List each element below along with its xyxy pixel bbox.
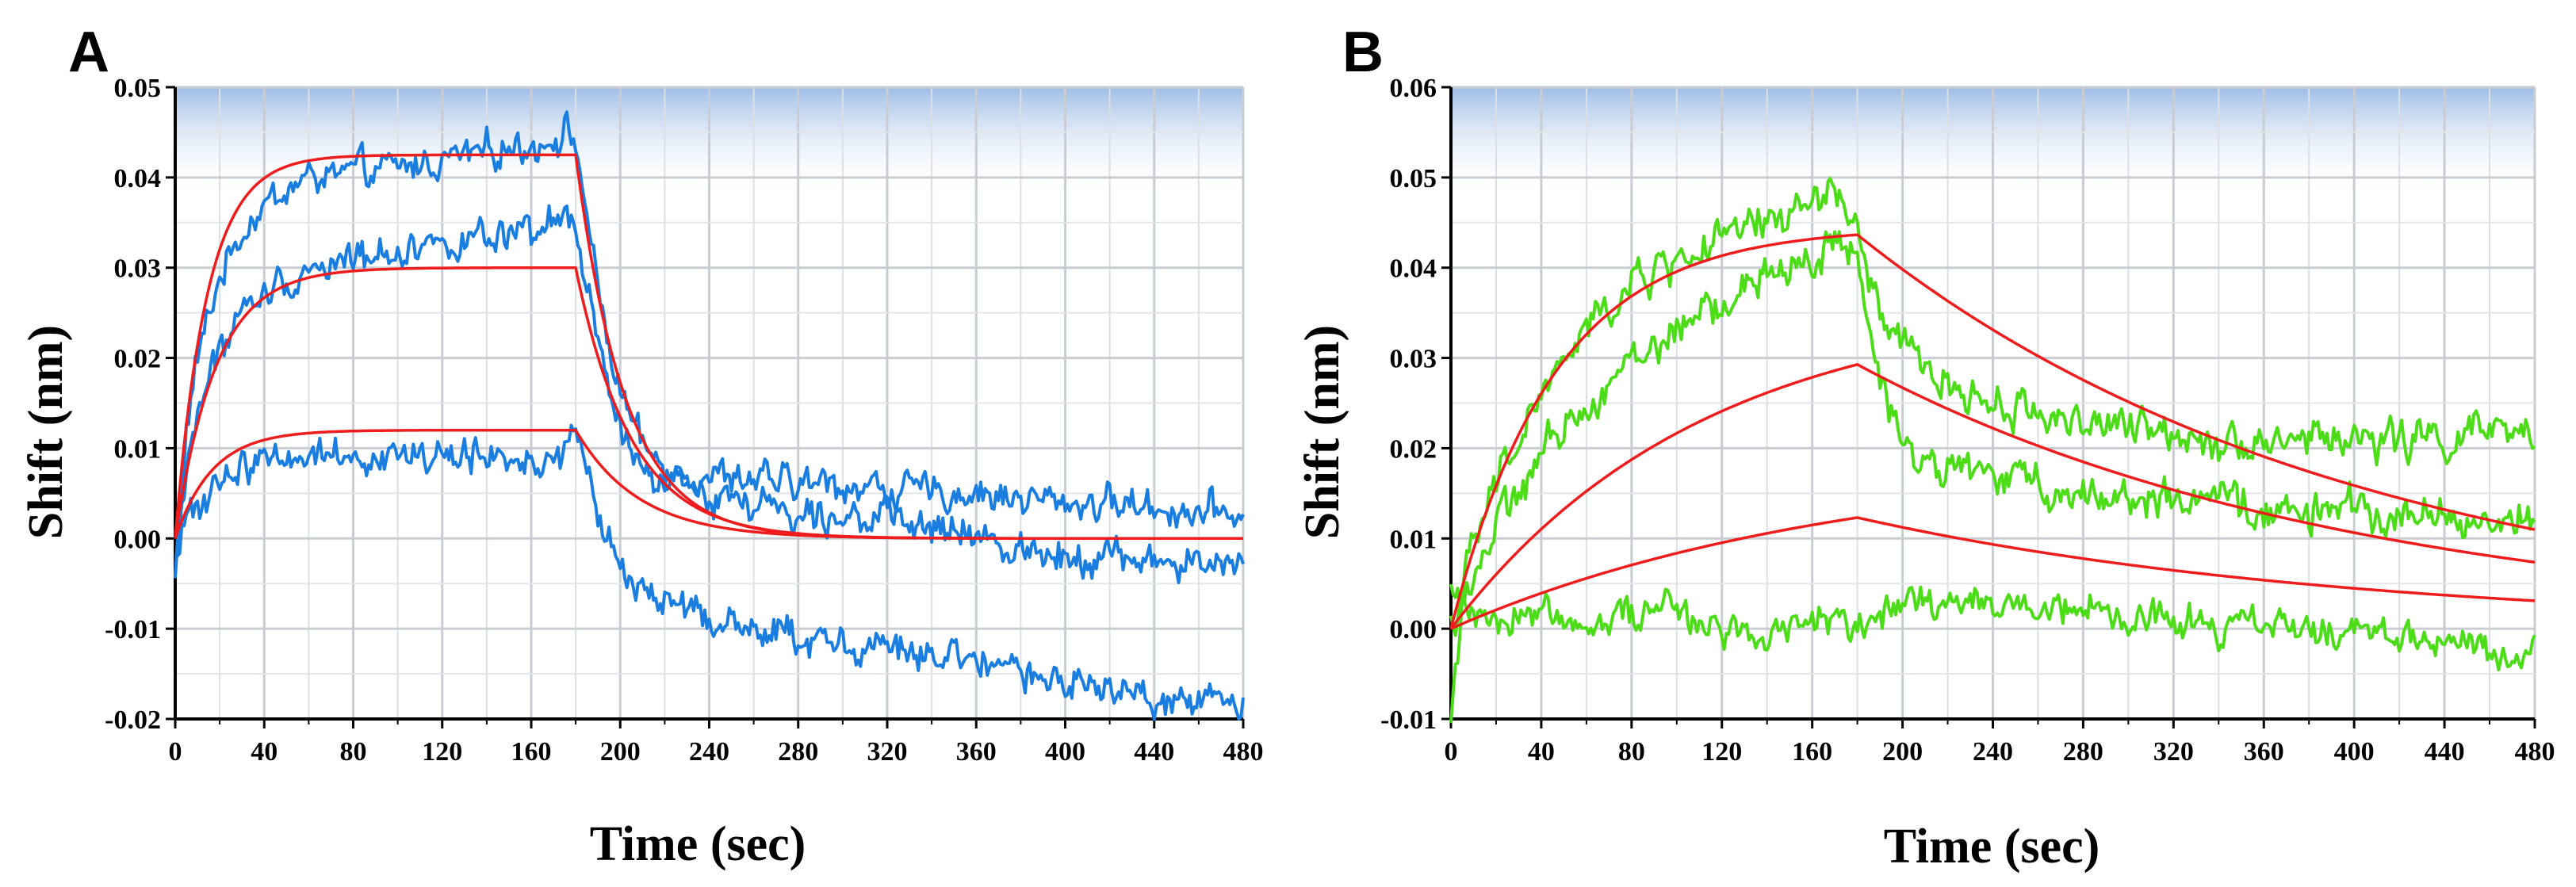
- panel-b-x-tick-label: 120: [1701, 737, 1742, 767]
- panel-a-y-tick-label: 0.03: [114, 254, 162, 284]
- panel-b-x-tick-label: 320: [2153, 737, 2194, 767]
- panel-b-y-tick-label: 0.03: [1390, 345, 1437, 374]
- panel-b-x-tick-label: 440: [2425, 737, 2465, 767]
- panel-a-x-axis-title: Time (sec): [590, 817, 806, 871]
- panel-a-x-tick-label: 320: [867, 737, 908, 767]
- panel-b-x-tick-label: 280: [2063, 737, 2103, 767]
- panel-b-x-tick-label: 480: [2515, 737, 2555, 767]
- panel-b-y-tick-label: 0.04: [1390, 254, 1437, 284]
- panel-a-y-axis-title: Shift (nm): [19, 325, 73, 539]
- panel-a-series-fit-low: [174, 428, 1243, 541]
- panel-b-series-fit-mid: [1449, 363, 2536, 630]
- panel-a-y-tick-label: 0.04: [114, 164, 162, 193]
- panel-b-y-tick-label: 0.01: [1390, 525, 1437, 554]
- panel-b-y-tick-label: 0.05: [1390, 164, 1437, 193]
- panel-a-letter: A: [68, 21, 109, 84]
- panel-a-x-tick-label: 120: [422, 737, 462, 767]
- panel-b-x-axis-title: Time (sec): [1884, 820, 2100, 874]
- plot-a-area: 0 40 80 120 160 200 240 280 320 360 400 440 480 -0.02…: [105, 74, 1263, 767]
- panel-b-y-axis-title: Shift (nm): [1296, 325, 1349, 539]
- panel-a-series-data-high: [174, 110, 1245, 575]
- panel-a-x-tick-label: 0: [169, 737, 182, 767]
- panel-b-x-tick-label: 360: [2244, 737, 2284, 767]
- panel-a-y-tick-label: 0.00: [114, 525, 162, 554]
- panel-b-x-tick-label: 80: [1618, 737, 1645, 767]
- panel-b-series-fit-low: [1450, 516, 2536, 630]
- panel-b-x-tick-label: 40: [1528, 737, 1555, 767]
- panel-b-series-fit-high: [1449, 233, 2536, 629]
- panel-b-series-data-mid: [1449, 230, 2536, 637]
- panel-a-x-tick-label: 280: [778, 737, 818, 767]
- panel-b-x-tick-label: 240: [1973, 737, 2013, 767]
- panel-a-x-tick-label: 80: [340, 737, 367, 767]
- panel-b-x-tick-label: 200: [1882, 737, 1923, 767]
- panel-a-x-tick-label: 400: [1045, 737, 1085, 767]
- panel-b: B 0 40 80 120 160 200 240 280 320 360 400 440 480 -0.…: [1296, 21, 2555, 874]
- panel-a-y-tick-label: 0.01: [114, 434, 162, 464]
- panel-a-series-data-low: [174, 423, 1245, 721]
- panel-b-x-tick-label: 160: [1792, 737, 1832, 767]
- panel-a: A 0 40 80 120 160 200 240 280 320 360 400 440 480 -0.…: [19, 21, 1264, 871]
- panel-a-x-tick-label: 360: [956, 737, 997, 767]
- panel-a-y-tick-label: 0.05: [114, 74, 162, 103]
- panel-a-series-data-mid: [174, 204, 1245, 584]
- panel-b-x-tick-label: 400: [2334, 737, 2375, 767]
- panel-a-x-tick-label: 480: [1223, 737, 1264, 767]
- plot-b-area: 0 40 80 120 160 200 240 280 320 360 400 440 480 -0.01…: [1380, 74, 2555, 767]
- panel-a-x-tick-label: 240: [689, 737, 729, 767]
- panel-a-x-tick-label: 160: [511, 737, 552, 767]
- panel-a-x-tick-label: 440: [1134, 737, 1174, 767]
- panel-b-series-data-high: [1449, 177, 2536, 723]
- panel-b-series-data-low: [1449, 583, 2536, 671]
- panel-a-x-tick-label: 40: [251, 737, 278, 767]
- panel-b-y-tick-label: -0.01: [1380, 705, 1437, 735]
- panel-a-x-tick-label: 200: [600, 737, 641, 767]
- panel-b-x-tick-label: 0: [1445, 737, 1458, 767]
- panel-b-letter: B: [1342, 21, 1384, 84]
- panel-a-y-tick-label: -0.02: [105, 705, 161, 735]
- panel-a-y-tick-label: 0.02: [114, 345, 162, 374]
- panel-b-y-tick-label: 0.02: [1390, 434, 1437, 464]
- panel-a-y-tick-label: -0.01: [105, 615, 161, 644]
- panel-b-y-tick-label: 0.00: [1390, 615, 1437, 644]
- panel-b-y-tick-label: 0.06: [1390, 74, 1437, 103]
